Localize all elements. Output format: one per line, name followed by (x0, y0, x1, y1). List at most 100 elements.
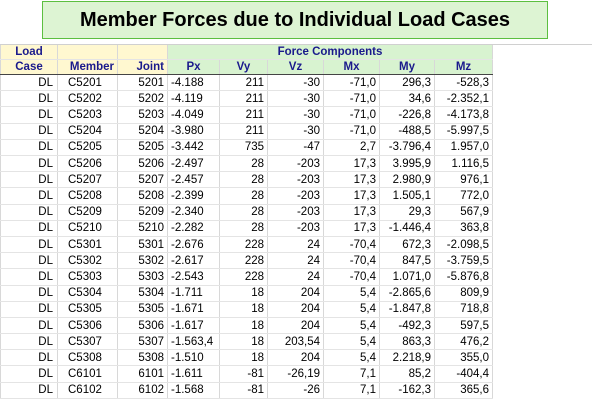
cell-vy[interactable]: 28 (219, 220, 268, 237)
cell-my[interactable]: -492,3 (379, 317, 435, 335)
cell-vz[interactable]: 24 (267, 268, 324, 286)
cell-vz[interactable]: -26 (267, 382, 324, 399)
cell-vz[interactable]: -47 (267, 139, 324, 157)
cell-case[interactable]: DL (0, 236, 58, 254)
cell-mz[interactable]: -5.876,8 (434, 268, 493, 286)
cell-vy[interactable]: 211 (219, 106, 268, 124)
cell-vy[interactable]: 211 (219, 90, 268, 108)
cell-joint[interactable]: 5307 (117, 333, 168, 351)
cell-mx[interactable]: 17,3 (323, 220, 380, 237)
cell-vy[interactable]: 228 (219, 268, 268, 286)
cell-vy[interactable]: 211 (219, 74, 268, 92)
cell-vy[interactable]: 28 (219, 155, 268, 173)
cell-member[interactable]: C5303 (57, 268, 118, 286)
cell-member[interactable]: C5210 (57, 220, 118, 237)
cell-mz[interactable]: 355,0 (434, 349, 493, 367)
cell-vy[interactable]: 211 (219, 123, 268, 140)
cell-px[interactable]: -2.399 (167, 187, 220, 205)
cell-my[interactable]: 34,6 (379, 90, 435, 108)
header-load[interactable]: Load (0, 45, 58, 61)
cell-joint[interactable]: 5201 (117, 74, 168, 92)
cell-px[interactable]: -4.049 (167, 106, 220, 124)
cell-vy[interactable]: 28 (219, 204, 268, 221)
cell-my[interactable]: 672,3 (379, 236, 435, 254)
cell-vy[interactable]: 18 (219, 301, 268, 318)
cell-vy[interactable]: 18 (219, 349, 268, 367)
cell-case[interactable]: DL (0, 365, 58, 383)
header-mz[interactable]: Mz (434, 59, 493, 76)
cell-member[interactable]: C5308 (57, 349, 118, 367)
cell-mx[interactable]: 17,3 (323, 204, 380, 221)
cell-vz[interactable]: 204 (267, 285, 324, 302)
cell-case[interactable]: DL (0, 90, 58, 108)
cell-vy[interactable]: 28 (219, 187, 268, 205)
header-joint[interactable]: Joint (117, 59, 168, 76)
cell-joint[interactable]: 5206 (117, 155, 168, 173)
cell-mx[interactable]: 2,7 (323, 139, 380, 157)
cell-mx[interactable]: -70,4 (323, 252, 380, 270)
cell-vy[interactable]: 228 (219, 252, 268, 270)
cell-my[interactable]: 296,3 (379, 74, 435, 92)
cell-mz[interactable]: 476,2 (434, 333, 493, 351)
cell-case[interactable]: DL (0, 171, 58, 189)
cell-case[interactable]: DL (0, 268, 58, 286)
cell-vz[interactable]: -203 (267, 187, 324, 205)
cell-mx[interactable]: -70,4 (323, 236, 380, 254)
cell-mx[interactable]: 5,4 (323, 317, 380, 335)
cell-px[interactable]: -3.980 (167, 123, 220, 140)
cell-vz[interactable]: 204 (267, 317, 324, 335)
cell-vz[interactable]: 204 (267, 349, 324, 367)
cell-case[interactable]: DL (0, 74, 58, 92)
cell-case[interactable]: DL (0, 220, 58, 237)
cell-px[interactable]: -3.442 (167, 139, 220, 157)
cell-joint[interactable]: 5304 (117, 285, 168, 302)
cell-vz[interactable]: -30 (267, 106, 324, 124)
cell-vy[interactable]: -81 (219, 382, 268, 399)
cell-my[interactable]: 1.071,0 (379, 268, 435, 286)
cell-case[interactable]: DL (0, 155, 58, 173)
cell-my[interactable]: 3.995,9 (379, 155, 435, 173)
cell-px[interactable]: -2.340 (167, 204, 220, 221)
cell-mx[interactable]: -70,4 (323, 268, 380, 286)
cell-vz[interactable]: -30 (267, 123, 324, 140)
cell-vy[interactable]: 735 (219, 139, 268, 157)
cell-mz[interactable]: -4.173,8 (434, 106, 493, 124)
cell-vz[interactable]: -203 (267, 171, 324, 189)
cell-case[interactable]: DL (0, 382, 58, 399)
cell-mz[interactable]: 976,1 (434, 171, 493, 189)
header-mx[interactable]: Mx (323, 59, 380, 76)
cell-mx[interactable]: 17,3 (323, 171, 380, 189)
cell-joint[interactable]: 6101 (117, 365, 168, 383)
cell-member[interactable]: C5205 (57, 139, 118, 157)
header-blank-member[interactable] (57, 45, 118, 61)
cell-my[interactable]: -3.796,4 (379, 139, 435, 157)
cell-mx[interactable]: -71,0 (323, 123, 380, 140)
cell-my[interactable]: 2.980,9 (379, 171, 435, 189)
cell-px[interactable]: -2.497 (167, 155, 220, 173)
cell-my[interactable]: -1.446,4 (379, 220, 435, 237)
cell-my[interactable]: 85,2 (379, 365, 435, 383)
cell-px[interactable]: -2.617 (167, 252, 220, 270)
cell-mz[interactable]: 1.957,0 (434, 139, 493, 157)
cell-joint[interactable]: 5203 (117, 106, 168, 124)
cell-my[interactable]: -226,8 (379, 106, 435, 124)
cell-mz[interactable]: 363,8 (434, 220, 493, 237)
cell-vy[interactable]: 28 (219, 171, 268, 189)
cell-member[interactable]: C5208 (57, 187, 118, 205)
cell-member[interactable]: C5306 (57, 317, 118, 335)
cell-member[interactable]: C5209 (57, 204, 118, 221)
cell-mz[interactable]: 809,9 (434, 285, 493, 302)
cell-mz[interactable]: -5.997,5 (434, 123, 493, 140)
cell-member[interactable]: C5201 (57, 74, 118, 92)
header-case[interactable]: Case (0, 59, 58, 76)
cell-member[interactable]: C5203 (57, 106, 118, 124)
cell-vy[interactable]: 18 (219, 333, 268, 351)
cell-mz[interactable]: -2.352,1 (434, 90, 493, 108)
cell-member[interactable]: C5204 (57, 123, 118, 140)
cell-case[interactable]: DL (0, 349, 58, 367)
cell-mx[interactable]: 17,3 (323, 187, 380, 205)
cell-case[interactable]: DL (0, 187, 58, 205)
cell-joint[interactable]: 5301 (117, 236, 168, 254)
cell-case[interactable]: DL (0, 252, 58, 270)
cell-member[interactable]: C6101 (57, 365, 118, 383)
